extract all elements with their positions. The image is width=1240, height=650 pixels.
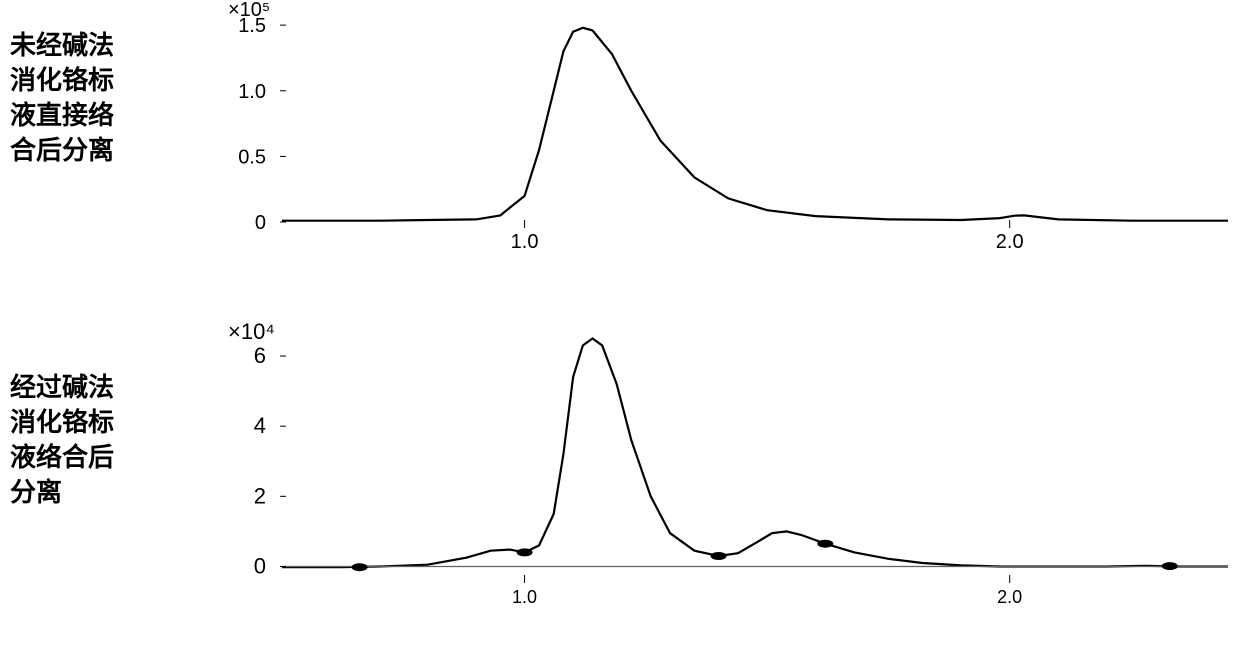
x-tick-label: 2.0	[997, 587, 1022, 607]
label-line: 消化铬标	[10, 63, 170, 98]
y-tick-label: 0	[255, 212, 266, 234]
chart-marker	[352, 563, 368, 571]
y-tick-label: 1.0	[238, 81, 266, 103]
y-tick-label: 0.5	[238, 146, 266, 168]
chart-curve	[282, 28, 1228, 221]
y-tick-label: 6	[254, 343, 266, 368]
label-line: 未经碱法	[10, 28, 170, 63]
label-line: 合后分离	[10, 133, 170, 168]
label-bottom: 经过碱法消化铬标液络合后分离	[10, 370, 170, 510]
exponent-label: ×10⁵	[228, 0, 270, 21]
chart-curve	[282, 339, 1228, 568]
label-line: 液直接络	[10, 98, 170, 133]
chart-marker	[817, 540, 833, 548]
y-tick-label: 2	[254, 483, 266, 508]
y-tick-label: 4	[254, 413, 266, 438]
label-line: 消化铬标	[10, 405, 170, 440]
exponent-label: ×10⁴	[228, 319, 275, 344]
x-tick-label: 2.0	[996, 231, 1024, 253]
label-top: 未经碱法消化铬标液直接络合后分离	[10, 28, 170, 168]
x-tick-label: 1.0	[511, 231, 539, 253]
chart-top: 00.51.01.51.02.0×10⁵	[200, 0, 1240, 290]
chart-marker	[1162, 562, 1178, 570]
chart-bottom: 0 2 4 6 1.0 2.0 ×10⁴	[200, 305, 1240, 645]
y-tick-label: 0	[254, 553, 266, 578]
chart-marker	[711, 552, 727, 560]
label-line: 液络合后	[10, 440, 170, 475]
x-tick-label: 1.0	[512, 587, 537, 607]
label-line: 分离	[10, 475, 170, 510]
label-line: 经过碱法	[10, 370, 170, 405]
chart-marker	[517, 548, 533, 556]
